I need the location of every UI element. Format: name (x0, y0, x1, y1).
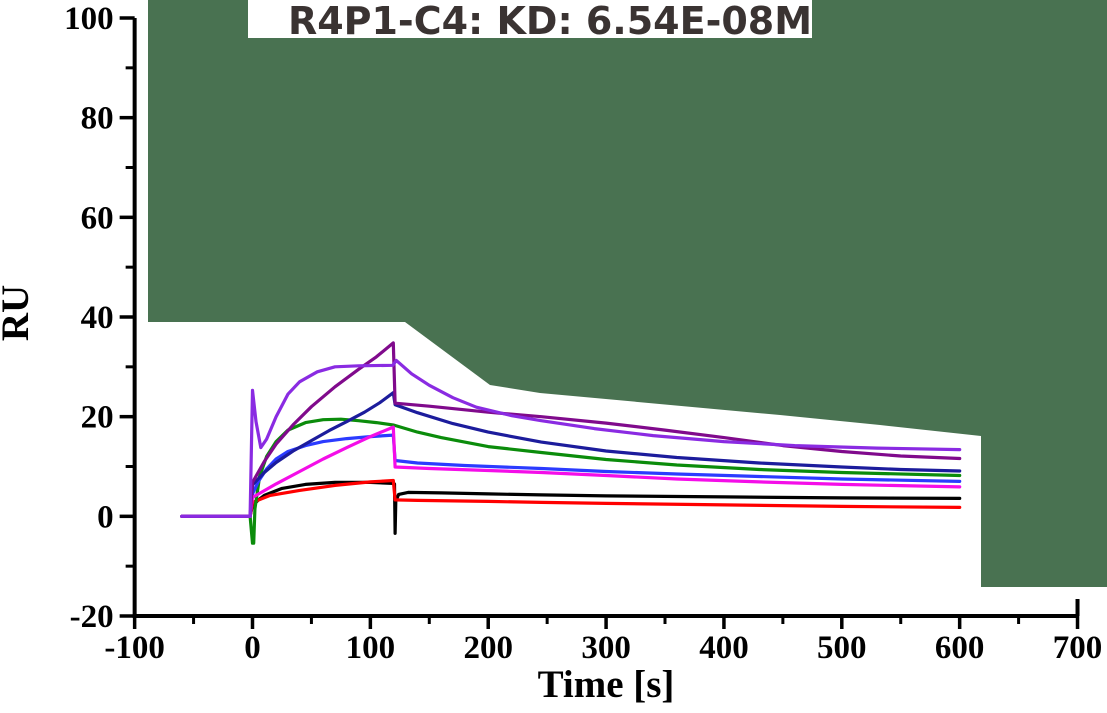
y-tick-label: 0 (97, 499, 114, 535)
x-tick-label: 0 (244, 630, 261, 666)
series-purple-line (180, 341, 962, 518)
data-series (180, 341, 962, 545)
series-magenta-line (180, 425, 962, 518)
x-axis-label: Time [s] (538, 663, 675, 706)
axes: -100 0 100 200 300 400 500 600 700 -20 0 20 40 60 80 10… (64, 1, 1102, 666)
y-tick-label: 40 (81, 300, 114, 336)
series-green-line (180, 417, 962, 545)
y-tick-label: 60 (81, 200, 114, 236)
chart-title: R4P1-C4: KD: 6.54E-08M (288, 0, 812, 43)
x-tick-label: 200 (463, 630, 513, 666)
y-tick-label: 80 (81, 101, 114, 137)
x-tick-label: 100 (346, 630, 396, 666)
series-red-line (180, 478, 962, 518)
x-tick-label: -100 (104, 630, 165, 666)
x-tick-label: 400 (699, 630, 749, 666)
x-tick-label: 300 (581, 630, 631, 666)
y-tick-label: 100 (64, 1, 114, 37)
y-axis-label: RU (0, 285, 37, 341)
occlusion-mask (148, 0, 1107, 587)
y-tick-label: 20 (81, 400, 114, 436)
green-mask-region (148, 0, 1107, 587)
series-violet-line (180, 358, 962, 518)
x-tick-label: 600 (935, 630, 985, 666)
x-tick-label: 500 (817, 630, 867, 666)
title-notch (248, 0, 812, 38)
y-tick-label: -20 (70, 599, 114, 635)
x-tick-label: 700 (1053, 630, 1103, 666)
